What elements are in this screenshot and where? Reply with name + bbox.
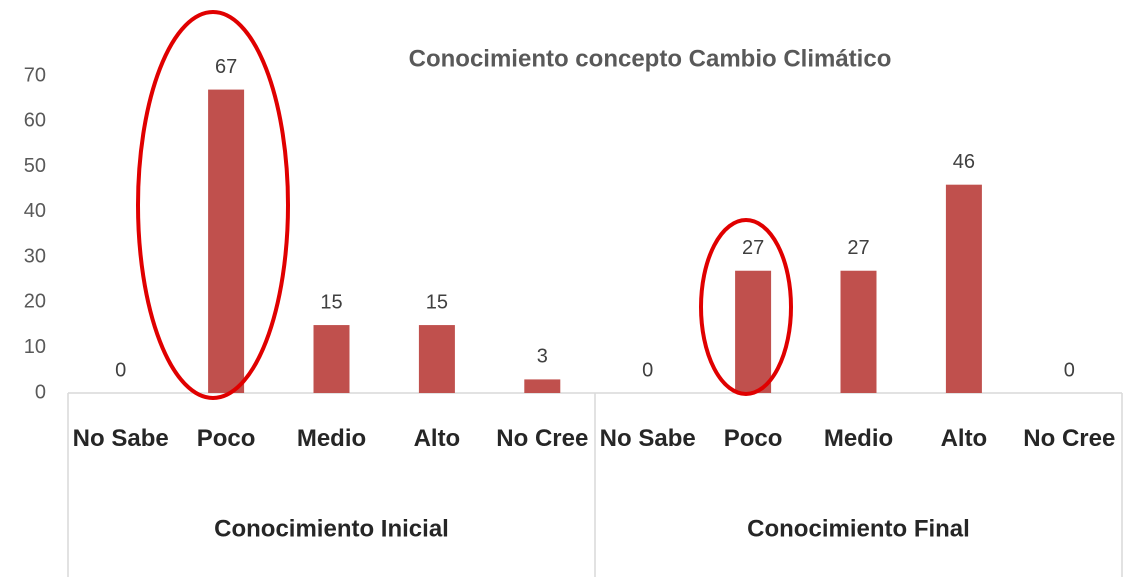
x-tick-label: Poco: [723, 425, 783, 452]
y-tick-label: 70: [24, 64, 46, 86]
bar: [945, 184, 982, 393]
value-label: 67: [215, 56, 237, 78]
bar: [418, 325, 455, 393]
x-tick-label: Medio: [823, 425, 894, 452]
bar: [313, 325, 350, 393]
x-tick-label: Alto: [413, 425, 461, 452]
y-tick-label: 40: [24, 200, 46, 222]
bar: [524, 379, 561, 393]
x-tick-label: Poco: [196, 425, 256, 452]
chart-title: Conocimiento concepto Cambio Climático: [409, 45, 892, 72]
group-label: Conocimiento Final: [747, 515, 970, 542]
group-label: Conocimiento Inicial: [214, 515, 449, 542]
x-tick-label: No Cree: [496, 425, 589, 452]
value-label: 0: [1064, 359, 1075, 381]
y-tick-label: 20: [24, 291, 46, 313]
x-tick-label: No Cree: [1023, 425, 1116, 452]
value-label: 27: [742, 237, 764, 259]
value-label: 0: [642, 359, 653, 381]
value-label: 27: [847, 237, 869, 259]
x-tick-label: No Sabe: [599, 425, 696, 452]
value-label: 0: [115, 359, 126, 381]
bar: [840, 270, 877, 393]
bar: [208, 89, 245, 393]
value-label: 46: [953, 151, 975, 173]
value-label: 15: [426, 291, 448, 313]
bar: [735, 270, 772, 393]
y-tick-label: 0: [35, 381, 46, 403]
y-tick-label: 30: [24, 245, 46, 267]
y-tick-label: 10: [24, 336, 46, 358]
x-tick-label: No Sabe: [72, 425, 169, 452]
highlight-ellipse: [699, 218, 793, 396]
value-label: 3: [537, 346, 548, 368]
value-label: 15: [320, 291, 342, 313]
highlight-ellipse: [136, 10, 290, 400]
y-tick-label: 50: [24, 155, 46, 177]
y-tick-label: 60: [24, 110, 46, 132]
x-tick-label: Alto: [940, 425, 988, 452]
x-tick-label: Medio: [296, 425, 367, 452]
